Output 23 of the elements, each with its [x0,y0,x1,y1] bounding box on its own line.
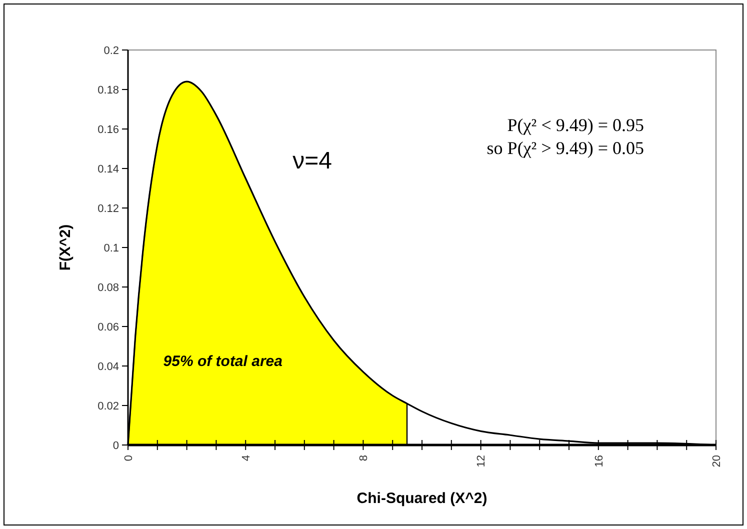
annotation: P(χ² < 9.49) = 0.95 [507,115,644,135]
x-tick-label: 8 [358,455,370,462]
y-tick-label: 0.2 [104,44,119,57]
y-tick-label: 0.18 [98,84,119,96]
y-tick-label: 0.06 [98,321,119,334]
y-tick-label: 0.08 [98,282,119,294]
y-tick-label: 0.04 [98,360,119,373]
annotation: so P(χ² > 9.49) = 0.05 [486,138,644,158]
x-tick-label: 0 [122,455,135,462]
x-tick-label: 4 [240,455,252,462]
y-tick-label: 0.12 [98,202,119,215]
y-tick-label: 0.1 [104,242,119,254]
y-tick-label: 0.16 [98,124,119,136]
x-tick-label: 12 [476,455,488,468]
x-tick-label: 20 [710,455,723,468]
annotation: ν=4 [292,148,332,174]
x-tick-label: 16 [593,455,606,468]
y-tick-label: 0.14 [98,163,119,176]
annotation: 95% of total area [163,353,282,370]
x-axis-title: Chi-Squared (X^2) [356,490,488,507]
y-tick-label: 0.02 [98,400,119,412]
y-axis-title: F(X^2) [57,224,74,271]
y-tick-label: 0 [112,440,119,452]
